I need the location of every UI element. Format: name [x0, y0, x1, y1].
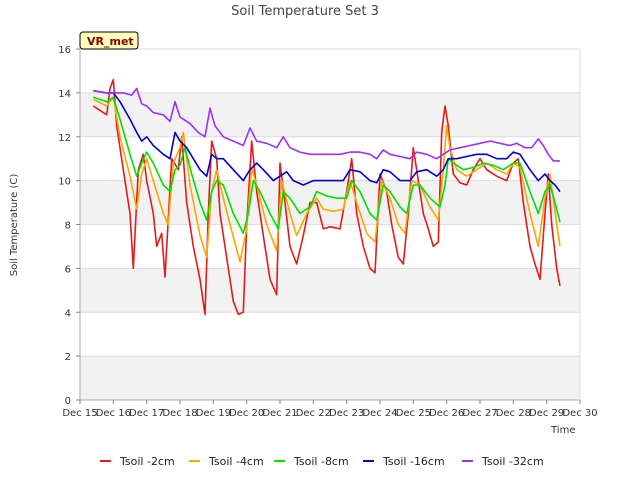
- x-tick-label: Dec 20: [229, 408, 264, 419]
- legend: Tsoil -2cm Tsoil -4cm Tsoil -8cm Tsoil -16c…: [100, 455, 544, 468]
- legend-label: Tsoil -32cm: [481, 455, 544, 468]
- y-tick-label: 16: [58, 45, 71, 56]
- x-tick-label: Dec 24: [362, 408, 397, 419]
- series-line: [92, 96, 561, 263]
- legend-item: Tsoil -16cm: [363, 455, 445, 468]
- series-line: [93, 96, 561, 235]
- series-layer: [92, 78, 561, 316]
- x-tick-label: Dec 28: [496, 408, 531, 419]
- legend-item: Tsoil -8cm: [274, 455, 349, 468]
- x-axis-label: Time: [550, 425, 575, 436]
- y-tick-label: 0: [65, 396, 71, 407]
- series-line: [93, 87, 560, 162]
- y-tick-label: 12: [58, 133, 71, 144]
- y-tick-label: 14: [58, 89, 71, 100]
- plot-band: [80, 92, 580, 137]
- site-badge-label: VR_met: [87, 35, 134, 48]
- site-badge: VR_met: [79, 31, 139, 50]
- x-tick-label: Dec 18: [162, 408, 197, 419]
- legend-label: Tsoil -4cm: [208, 455, 264, 468]
- x-tick-label: Dec 21: [262, 408, 297, 419]
- y-tick-label: 4: [65, 308, 71, 319]
- series-line: [92, 78, 561, 316]
- plot-band: [80, 268, 580, 313]
- legend-label: Tsoil -2cm: [119, 455, 175, 468]
- x-tick-label: Dec 27: [462, 408, 497, 419]
- x-tick-label: Dec 22: [296, 408, 331, 419]
- site-badge-box: [79, 31, 139, 50]
- y-axis-label: Soil Temperature (C): [9, 174, 20, 277]
- x-tick-label: Dec 19: [196, 408, 231, 419]
- series-line: [93, 89, 561, 193]
- y-tick-label: 6: [65, 264, 71, 275]
- legend-item: Tsoil -32cm: [462, 455, 544, 468]
- x-tick-label: Dec 26: [429, 408, 464, 419]
- x-tick-label: Dec 17: [129, 408, 164, 419]
- legend-label: Tsoil -16cm: [382, 455, 445, 468]
- y-tick-label: 8: [65, 221, 71, 232]
- legend-item: Tsoil -4cm: [189, 455, 264, 468]
- x-tick-label: Dec 16: [96, 408, 131, 419]
- plot-band: [80, 356, 580, 400]
- x-tick-label: Dec 25: [396, 408, 431, 419]
- legend-item: Tsoil -2cm: [100, 455, 175, 468]
- y-tick-label: 10: [58, 177, 71, 188]
- legend-label: Tsoil -8cm: [293, 455, 349, 468]
- x-tick-label: Dec 30: [562, 408, 597, 419]
- chart-title: Soil Temperature Set 3: [231, 4, 379, 19]
- x-tick-label: Dec 29: [529, 408, 564, 419]
- x-tick-label: Dec 15: [62, 408, 97, 419]
- y-tick-label: 2: [65, 352, 71, 363]
- plot-band: [80, 180, 580, 225]
- x-tick-label: Dec 23: [329, 408, 364, 419]
